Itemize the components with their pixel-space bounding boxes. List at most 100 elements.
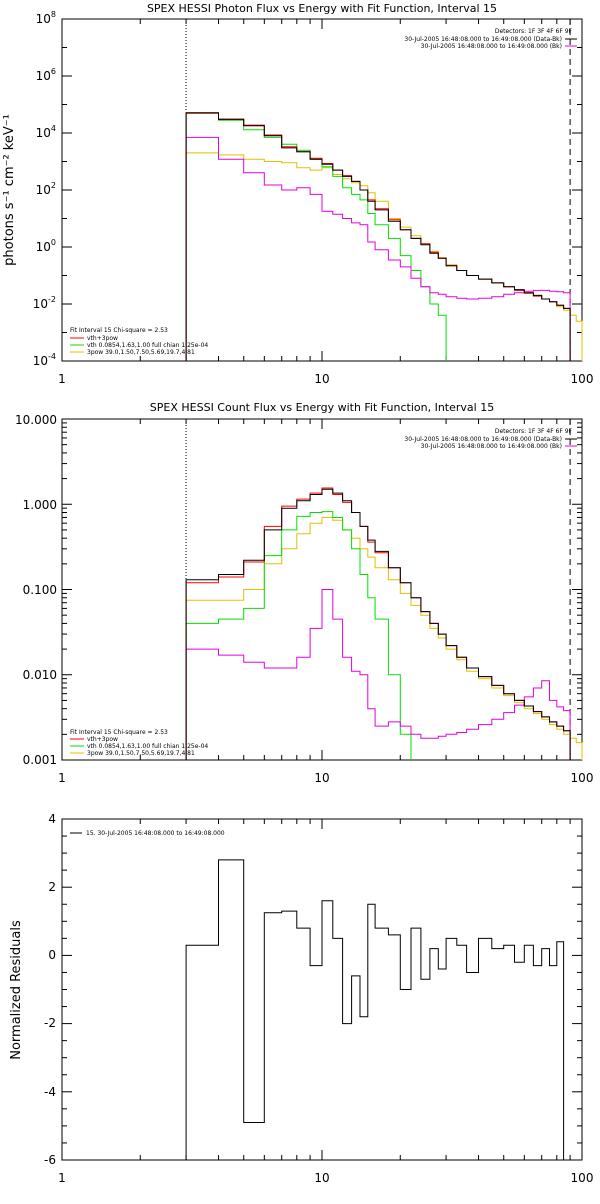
legend-title: Fit Interval 15 Chi-square = 2.53 [70,729,168,736]
axis-ticks [61,418,583,761]
y-tick-base: 10 [36,183,51,197]
info-line: 30-Jul-2005 16:48:08.000 to 16:49:08.000… [404,436,562,443]
axis-ticks [61,818,583,1161]
x-tick-label: 1 [58,1171,66,1185]
y-tick-base: 10 [36,12,51,26]
series-data-bk [185,112,571,361]
series-vth-3pow [185,112,571,361]
energy-range-markers [185,419,571,760]
series-data-bk [185,488,571,760]
legend: Fit Interval 15 Chi-square = 2.53 vth+3p… [70,729,208,757]
panel-photon-flux: SPEX HESSI Photon Flux vs Energy with Fi… [2,2,593,386]
legend-label: 3pow 39.0,1.50,7.50,5.69,19.7,4.81 [87,349,195,356]
y-tick-base: 10 [33,354,48,368]
series-bk [185,589,571,760]
series-3pow [185,517,583,760]
info-line: 30-Jul-2005 16:48:08.000 to 16:49:08.000… [404,36,562,43]
y-tick-labels: 10-4 10-2 100 102 104 106 108 [33,10,56,368]
legend-label: 15. 30-Jul-2005 16:48:08.000 to 16:49:08… [86,830,225,837]
legend-label: vth 0.0854,1.63,1.00 full chian 1.25e-04 [87,342,208,349]
series-bk [185,136,571,361]
y-tick-label: -2 [44,1016,56,1030]
y-tick-label: -6 [44,1153,56,1167]
info-line: Detectors: 1F 3F 4F 6F 9F [495,28,573,35]
y-tick-label: 10-4 [33,352,56,368]
data-series [185,487,583,760]
series-vth [185,511,412,760]
y-tick-labels: -6 -4 -2 0 2 4 [44,812,56,1167]
x-tick-labels: 1 10 100 [58,372,593,386]
y-tick-base: 10 [36,69,51,83]
y-tick-base: 10 [36,126,51,140]
info-line: 30-Jul-2005 16:48:08.000 to 16:49:08.000… [421,43,562,50]
x-tick-labels: 1 10 100 [58,771,593,785]
plot-area [61,18,583,362]
y-tick-label: 106 [36,67,56,83]
y-tick-base: 10 [33,297,48,311]
y-tick-label: 4 [48,812,56,826]
y-tick-label: 0.010 [23,668,57,682]
legend-title: Fit Interval 15 Chi-square = 2.53 [70,327,168,334]
plot-frame [61,818,583,1161]
y-tick-exponent: -2 [48,295,56,304]
energy-range-markers [185,19,571,361]
legend: 15. 30-Jul-2005 16:48:08.000 to 16:49:08… [70,830,225,837]
x-tick-label: 1 [58,771,66,785]
y-tick-label: 10.000 [15,413,57,427]
x-tick-label: 100 [571,1171,594,1185]
y-tick-label: 0.001 [23,753,57,767]
info-line: 30-Jul-2005 16:48:08.000 to 16:49:08.000… [421,443,562,450]
series-vth-3pow [185,487,571,760]
y-tick-label: 10-2 [33,295,56,311]
panel-residuals: 1 10 100 -6 -4 -2 0 2 4 Normalized Resid… [9,812,593,1185]
y-tick-label: 102 [36,181,56,197]
plot-frame [61,18,583,362]
series-15-30-jul-2005-16-48-08-000-to-16-49-08-000 [185,859,571,1161]
legend-label: 3pow 39.0,1.50,7.50,5.69,19.7,4.81 [87,750,195,757]
panel-title: SPEX HESSI Count Flux vs Energy with Fit… [150,401,494,414]
y-tick-label: 2 [48,880,56,894]
detector-info: Detectors: 1F 3F 4F 6F 9F 30-Jul-2005 16… [404,428,577,450]
x-tick-label: 100 [571,771,594,785]
plot-area [61,818,583,1161]
x-tick-label: 1 [58,372,66,386]
y-tick-labels: 0.001 0.010 0.100 1.000 10.000 [15,413,57,767]
y-tick-label: 104 [36,124,56,140]
y-axis-label: photons s⁻¹ cm⁻² keV⁻¹ [2,114,17,266]
detector-info: Detectors: 1F 3F 4F 6F 9F 30-Jul-2005 16… [404,28,577,50]
x-tick-labels: 1 10 100 [58,1171,593,1185]
legend-label: vth+3pow [87,335,118,342]
legend: Fit Interval 15 Chi-square = 2.53 vth+3p… [70,327,208,356]
y-tick-exponent: 4 [51,124,56,133]
series-3pow [185,152,583,361]
panel-title: SPEX HESSI Photon Flux vs Energy with Fi… [147,2,497,15]
y-tick-exponent: 8 [51,10,56,19]
x-tick-label: 10 [314,1171,329,1185]
y-tick-exponent: 0 [51,238,56,247]
y-tick-label: 0.100 [23,583,57,597]
series-vth [185,112,447,361]
y-tick-exponent: -4 [48,352,56,361]
info-line: Detectors: 1F 3F 4F 6F 9F [495,428,573,435]
axis-ticks [61,18,583,362]
y-tick-exponent: 6 [51,67,56,76]
y-axis-label: Normalized Residuals [9,920,24,1060]
panel-count-flux: SPEX HESSI Count Flux vs Energy with Fit… [15,401,593,785]
plot-area [61,418,583,761]
data-series [185,859,571,1161]
x-tick-label: 100 [571,372,594,386]
x-tick-label: 10 [314,771,329,785]
y-tick-label: 100 [36,238,56,254]
y-tick-label: 108 [36,10,56,26]
y-tick-base: 10 [36,240,51,254]
y-tick-label: 0 [48,948,56,962]
y-tick-label: 1.000 [23,498,57,512]
data-series [185,112,583,361]
legend-label: vth+3pow [87,736,118,743]
y-tick-exponent: 2 [51,181,56,190]
x-tick-label: 10 [314,372,329,386]
y-tick-label: -4 [44,1085,56,1099]
legend-label: vth 0.0854,1.63,1.00 full chian 1.25e-04 [87,743,208,750]
